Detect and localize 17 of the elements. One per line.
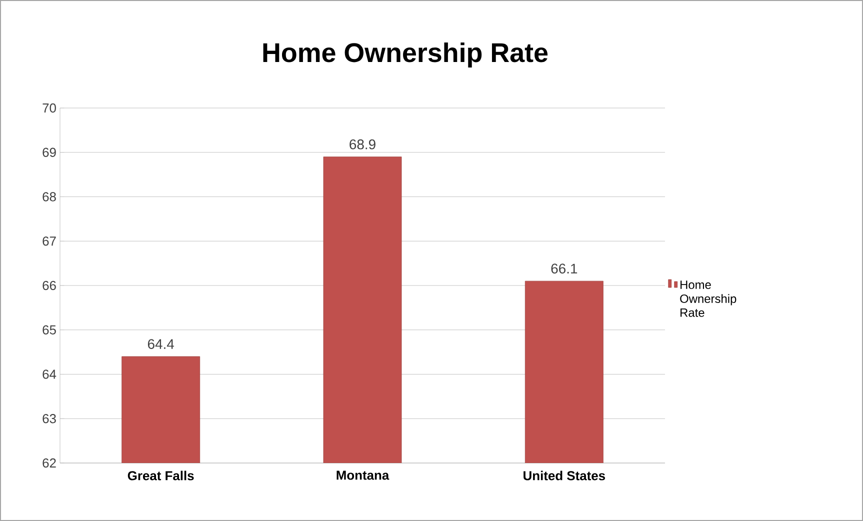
data-label: 68.9: [350, 139, 376, 150]
y-tick-label: 63: [42, 414, 56, 424]
x-tick-label: United States: [524, 470, 606, 480]
y-tick-label: 62: [42, 458, 56, 468]
data-label: 66.1: [551, 264, 578, 274]
y-tick-label: 65: [42, 325, 56, 334]
x-tick-label: Montana: [336, 470, 390, 480]
data-label: 64.4: [148, 339, 174, 349]
y-tick-label: 68: [42, 192, 56, 202]
legend-label: Home Ownership Rate: [680, 280, 736, 317]
chart-title: Home Ownership Rate: [263, 42, 548, 68]
y-tick-label: 66: [42, 280, 56, 290]
x-tick-label: Great Falls: [128, 470, 194, 480]
y-tick-label: 70: [42, 103, 56, 113]
y-tick-label: 67: [42, 236, 56, 246]
y-tick-label: 64: [42, 370, 56, 379]
y-tick-label: 69: [42, 148, 56, 157]
